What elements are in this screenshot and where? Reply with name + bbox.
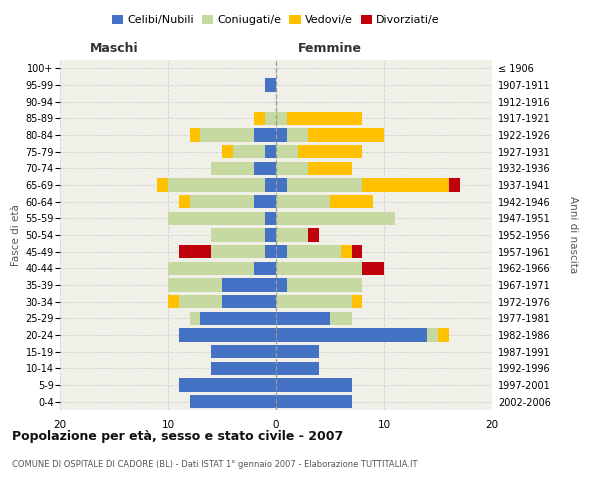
Bar [222, 145, 233, 158]
Bar [276, 278, 287, 291]
Bar [265, 212, 276, 225]
Y-axis label: Fasce di età: Fasce di età [11, 204, 21, 266]
Bar [276, 112, 287, 125]
Bar [254, 112, 265, 125]
Bar [449, 178, 460, 192]
Bar [168, 278, 222, 291]
Bar [362, 178, 449, 192]
Bar [211, 345, 276, 358]
Bar [265, 245, 276, 258]
Bar [276, 195, 330, 208]
Bar [179, 328, 276, 342]
Bar [211, 245, 265, 258]
Bar [341, 245, 352, 258]
Bar [222, 278, 276, 291]
Bar [276, 345, 319, 358]
Bar [276, 178, 287, 192]
Bar [168, 295, 179, 308]
Bar [276, 312, 330, 325]
Bar [168, 262, 254, 275]
Bar [287, 128, 308, 141]
Bar [427, 328, 438, 342]
Bar [265, 228, 276, 241]
Bar [298, 145, 362, 158]
Bar [276, 162, 308, 175]
Bar [276, 378, 352, 392]
Bar [276, 128, 287, 141]
Bar [254, 128, 276, 141]
Bar [308, 228, 319, 241]
Bar [168, 212, 265, 225]
Legend: Celibi/Nubili, Coniugati/e, Vedovi/e, Divorziati/e: Celibi/Nubili, Coniugati/e, Vedovi/e, Di… [108, 10, 444, 30]
Bar [287, 112, 362, 125]
Bar [362, 262, 384, 275]
Bar [179, 245, 211, 258]
Bar [308, 162, 352, 175]
Bar [287, 278, 362, 291]
Text: Femmine: Femmine [298, 42, 362, 55]
Bar [211, 362, 276, 375]
Y-axis label: Anni di nascita: Anni di nascita [568, 196, 578, 274]
Bar [276, 395, 352, 408]
Bar [265, 112, 276, 125]
Bar [200, 312, 276, 325]
Text: COMUNE DI OSPITALE DI CADORE (BL) - Dati ISTAT 1° gennaio 2007 - Elaborazione TU: COMUNE DI OSPITALE DI CADORE (BL) - Dati… [12, 460, 418, 469]
Bar [276, 295, 352, 308]
Bar [352, 295, 362, 308]
Bar [190, 195, 254, 208]
Bar [157, 178, 168, 192]
Bar [352, 245, 362, 258]
Text: Popolazione per età, sesso e stato civile - 2007: Popolazione per età, sesso e stato civil… [12, 430, 343, 443]
Bar [276, 145, 298, 158]
Bar [254, 162, 276, 175]
Bar [330, 312, 352, 325]
Bar [211, 162, 254, 175]
Bar [222, 295, 276, 308]
Bar [265, 78, 276, 92]
Bar [190, 128, 200, 141]
Bar [168, 178, 265, 192]
Bar [276, 228, 308, 241]
Bar [276, 362, 319, 375]
Bar [438, 328, 449, 342]
Text: Maschi: Maschi [89, 42, 139, 55]
Bar [265, 145, 276, 158]
Bar [276, 212, 395, 225]
Bar [287, 245, 341, 258]
Bar [287, 178, 362, 192]
Bar [179, 295, 222, 308]
Bar [330, 195, 373, 208]
Bar [254, 262, 276, 275]
Bar [190, 312, 200, 325]
Bar [211, 228, 265, 241]
Bar [308, 128, 384, 141]
Bar [179, 378, 276, 392]
Bar [233, 145, 265, 158]
Bar [179, 195, 190, 208]
Bar [200, 128, 254, 141]
Bar [190, 395, 276, 408]
Bar [276, 245, 287, 258]
Bar [254, 195, 276, 208]
Bar [265, 178, 276, 192]
Bar [276, 262, 362, 275]
Bar [276, 328, 427, 342]
